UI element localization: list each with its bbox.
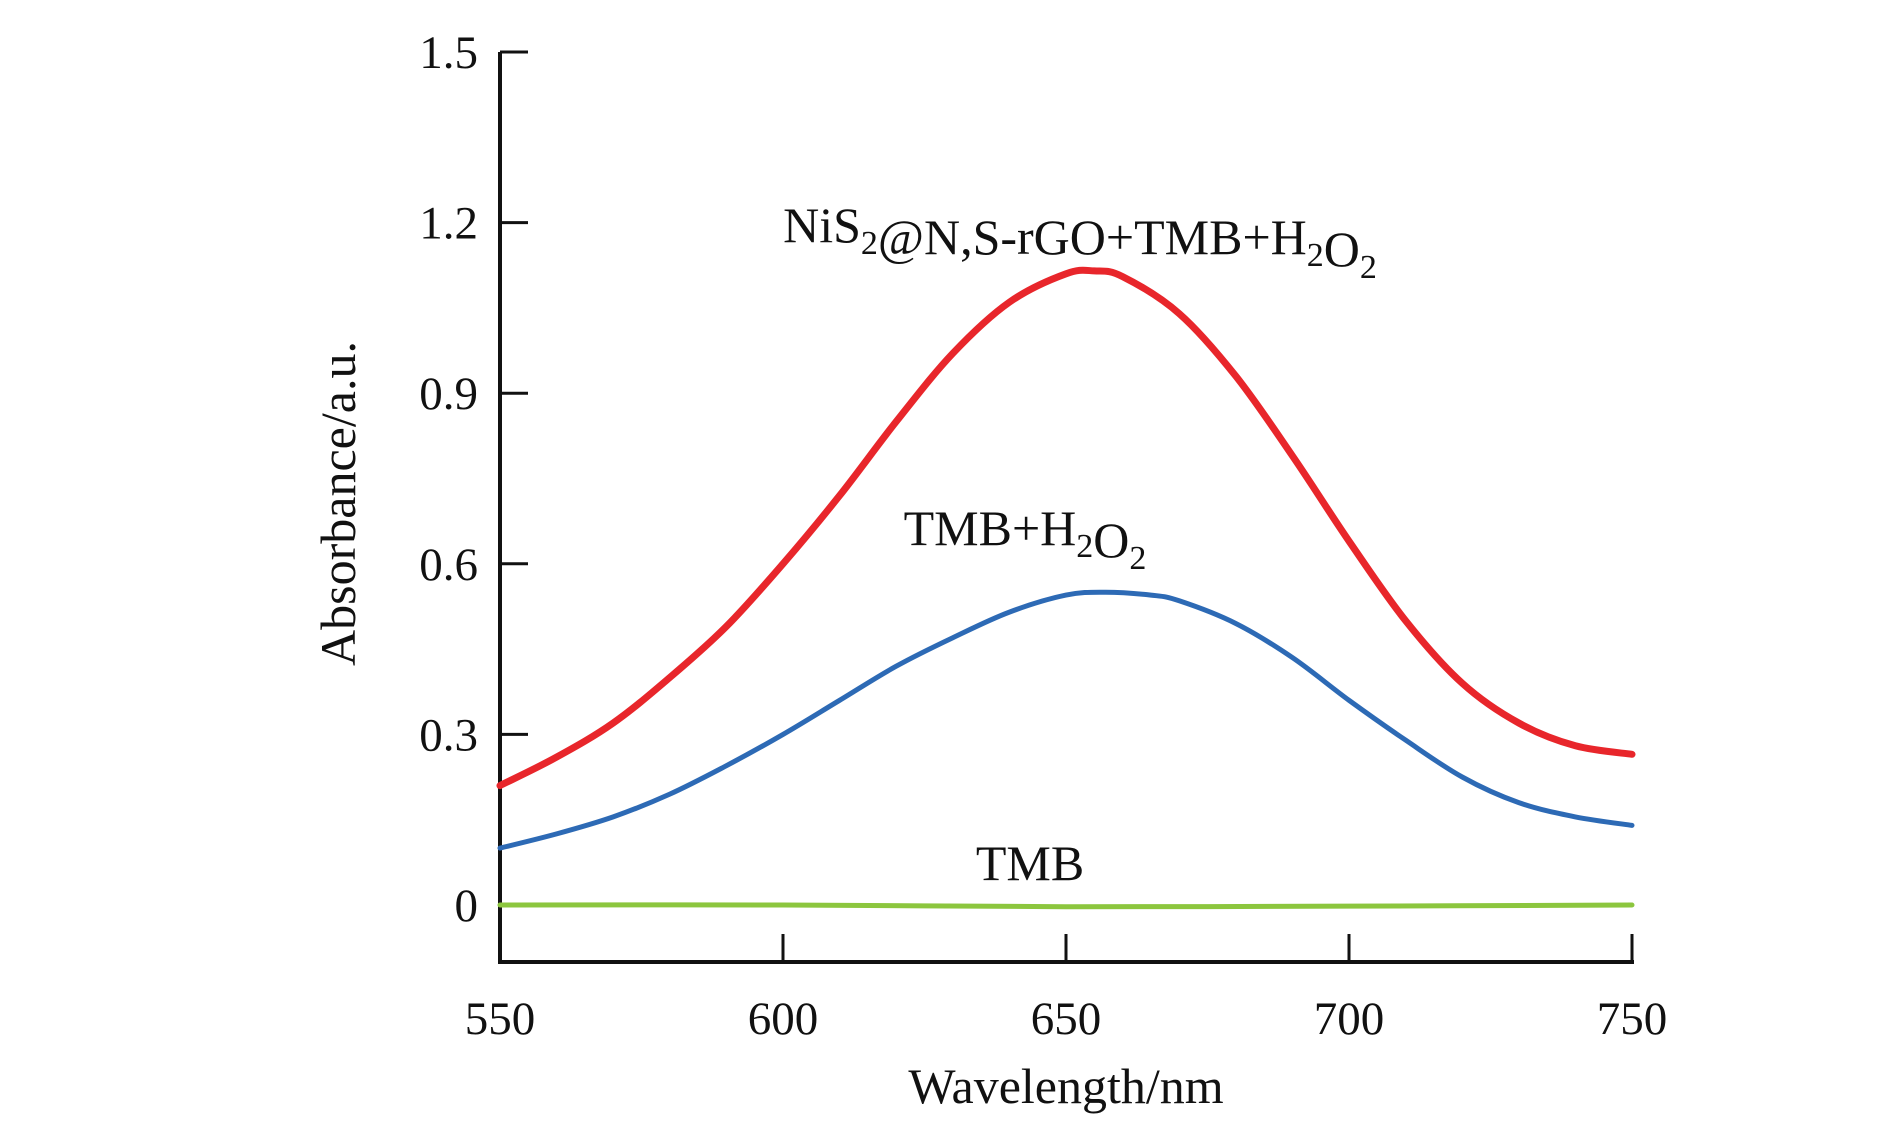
x-tick-label: 600 xyxy=(748,993,819,1045)
y-tick-label: 1.2 xyxy=(419,198,478,250)
x-tick-label: 750 xyxy=(1597,993,1668,1045)
y-tick-label: 0.9 xyxy=(419,368,478,420)
labels: 0 0.3 0.6 0.9 1.2 1.5 550 600 650 700 750 Wavelengt… xyxy=(310,27,1667,1114)
x-tick-label: 700 xyxy=(1314,993,1385,1045)
axes xyxy=(498,50,1634,964)
x-tick-label: 550 xyxy=(465,993,536,1045)
y-tick-label: 0 xyxy=(455,880,479,932)
annotation-tmb-h2o2: TMB+H2O2 xyxy=(904,500,1147,577)
annotation-tmb: TMB xyxy=(976,835,1084,891)
x-axis-title: Wavelength/nm xyxy=(908,1058,1223,1114)
series-line-tmb-h2o2 xyxy=(497,589,1635,851)
x-tick-label: 650 xyxy=(1031,993,1102,1045)
series-lines xyxy=(496,266,1636,910)
annotation-nis2-rgo-tmb-h2o2: NiS2@N,S-rGO+TMB+H2O2 xyxy=(783,197,1377,286)
y-tick-label: 0.6 xyxy=(419,539,478,591)
series-line-tmb xyxy=(497,902,1635,910)
series-line-nis2-rgo-tmb-h2o2 xyxy=(496,266,1636,790)
y-tick-label: 0.3 xyxy=(419,709,478,761)
y-tick-label: 1.5 xyxy=(419,27,478,79)
y-axis-title: Absorbance/a.u. xyxy=(310,341,366,666)
